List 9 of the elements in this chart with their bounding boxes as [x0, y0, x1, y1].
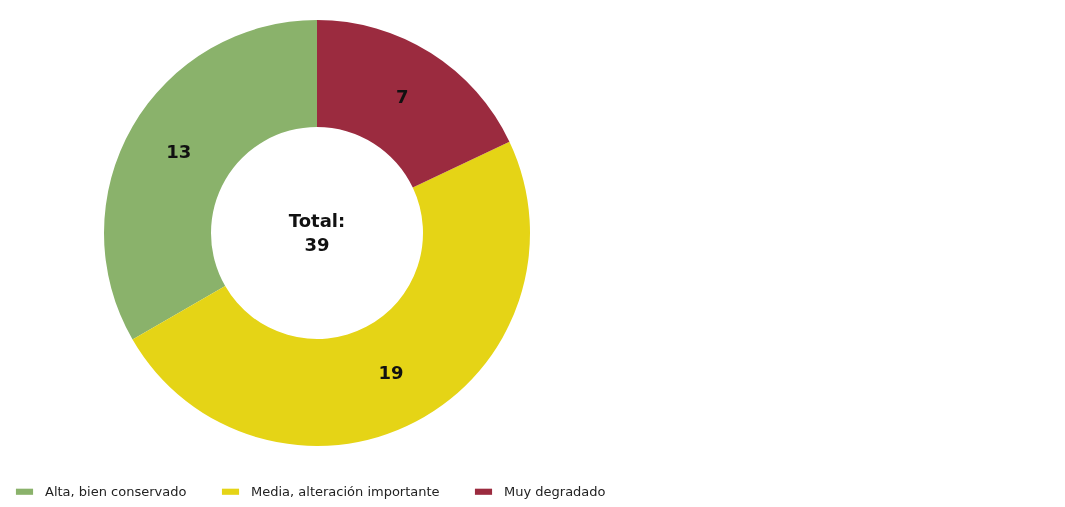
legend-label: Media, alteración importante — [251, 483, 440, 499]
data-label: 13 — [166, 141, 192, 163]
data-label: 19 — [378, 362, 404, 384]
donut-slice — [132, 141, 530, 446]
donut-slice — [317, 20, 510, 188]
text: Total: 39 — [288, 210, 346, 255]
legend-label: Muy degradado — [504, 483, 606, 499]
data-label: 7 — [395, 86, 409, 108]
legend-label: Alta, bien conservado — [45, 483, 187, 499]
